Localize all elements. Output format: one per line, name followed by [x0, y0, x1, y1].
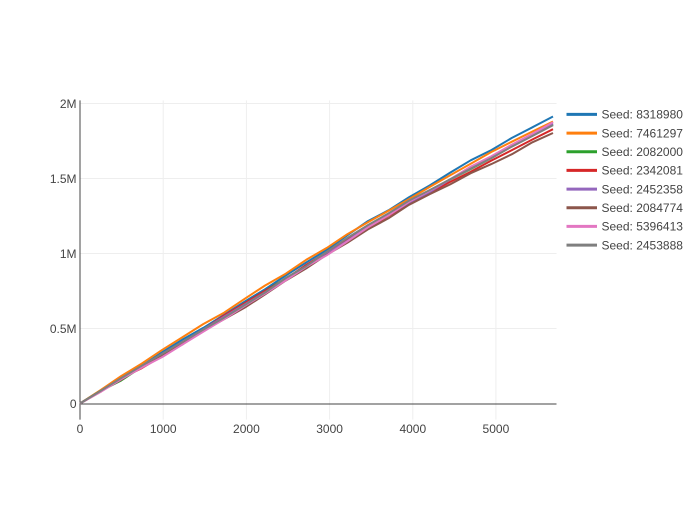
svg-text:Seed: 2452358: Seed: 2452358 — [602, 182, 684, 196]
svg-text:2M: 2M — [60, 97, 77, 111]
svg-text:1000: 1000 — [150, 422, 177, 436]
svg-text:4000: 4000 — [399, 422, 426, 436]
svg-text:Seed: 2084774: Seed: 2084774 — [602, 201, 684, 215]
svg-text:0.5M: 0.5M — [50, 322, 77, 336]
svg-text:Seed: 2082000: Seed: 2082000 — [602, 145, 684, 159]
svg-text:2000: 2000 — [233, 422, 260, 436]
svg-text:Seed: 2453888: Seed: 2453888 — [602, 238, 684, 252]
svg-text:Seed: 8318980: Seed: 8318980 — [602, 108, 684, 122]
svg-text:Seed: 5396413: Seed: 5396413 — [602, 220, 684, 234]
svg-text:5000: 5000 — [483, 422, 510, 436]
svg-text:1M: 1M — [60, 247, 77, 261]
svg-text:0: 0 — [70, 397, 77, 411]
svg-text:Seed: 7461297: Seed: 7461297 — [602, 126, 684, 140]
svg-text:0: 0 — [77, 422, 84, 436]
svg-text:Seed: 2342081: Seed: 2342081 — [602, 164, 684, 178]
svg-text:1.5M: 1.5M — [50, 172, 77, 186]
svg-text:3000: 3000 — [316, 422, 343, 436]
